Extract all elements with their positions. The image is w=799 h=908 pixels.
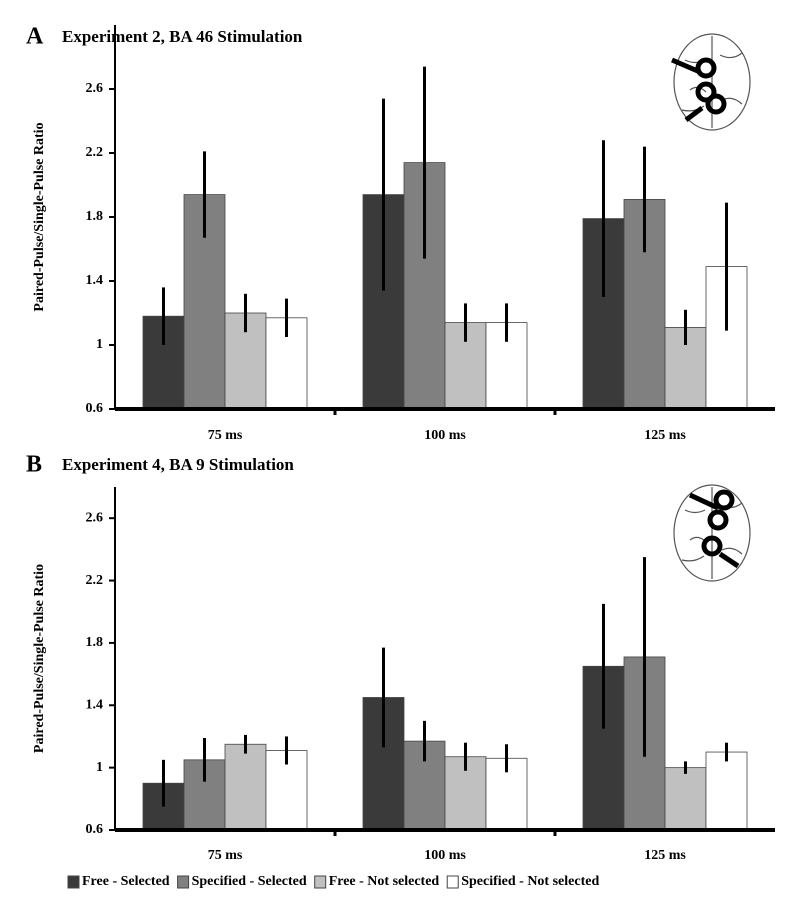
bar [705,751,748,831]
legend-label: Specified - Selected [192,874,307,889]
y-tick-label: 1.4 [86,273,104,288]
panel: A Experiment 2, BA 46 Stimulation Paired-P… [26,24,775,443]
x-tick-label: 100 ms [424,428,466,443]
y-tick-label: 1.8 [86,635,104,650]
x-tick-label: 125 ms [644,428,686,443]
legend-swatch [177,875,190,889]
brain-icon-b [673,484,751,582]
x-tick-label: 75 ms [208,428,243,443]
y-axis-label: Paired-Pulse/Single-Pulse Ratio [32,122,47,311]
y-tick-label: 1.4 [86,697,104,712]
legend-label: Free - Not selected [329,874,440,889]
panel-label: A [26,24,44,50]
brain-icon-a [671,33,751,131]
legend-label: Free - Selected [82,874,170,889]
x-tick-label: 100 ms [424,848,466,863]
y-tick-label: 0.6 [86,401,104,416]
y-tick-label: 2.6 [86,510,104,525]
panel: B Experiment 4, BA 9 Stimulation Paired-Pu… [26,452,775,889]
legend-swatch [67,875,80,889]
legend-swatch [314,875,327,889]
y-tick-label: 0.6 [86,822,104,837]
y-tick-label: 1.8 [86,209,104,224]
legend-label: Specified - Not selected [461,874,599,889]
y-axis-label: Paired-Pulse/Single-Pulse Ratio [32,564,47,753]
panel-label: B [26,452,42,478]
y-tick-label: 1 [96,337,103,352]
panel-title: Experiment 4, BA 9 Stimulation [62,455,294,474]
legend-swatch [446,875,459,889]
bar [664,767,707,831]
x-tick-label: 125 ms [644,848,686,863]
x-tick-label: 75 ms [208,848,243,863]
panel-title: Experiment 2, BA 46 Stimulation [62,27,303,46]
y-tick-label: 2.2 [86,573,104,588]
y-tick-label: 2.2 [86,145,104,160]
bar [224,743,267,831]
y-tick-label: 1 [96,760,103,775]
y-tick-label: 2.6 [86,81,104,96]
